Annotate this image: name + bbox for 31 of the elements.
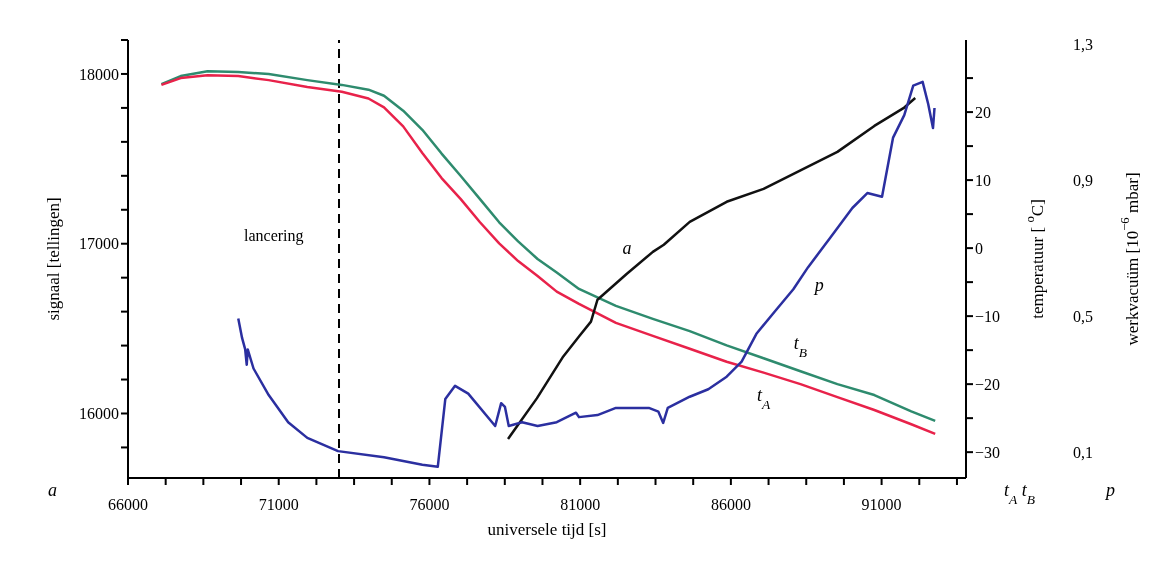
line-series <box>506 96 917 441</box>
x-tick-label: 91000 <box>861 496 902 514</box>
y3-tick-label: 0,1 <box>1073 443 1093 461</box>
x-tick-label: 66000 <box>108 496 148 514</box>
y2-tick-label: 0 <box>975 239 983 257</box>
text: p <box>1104 480 1115 500</box>
text: t$_{A}$ t$_{B}$ <box>1004 480 1036 507</box>
x-tick-label: 71000 <box>258 496 299 514</box>
line-series <box>237 80 936 469</box>
y2-tick-label: 20 <box>975 103 991 121</box>
y2-tick-label: −10 <box>975 307 1001 325</box>
series-label: t$_{A}$ <box>756 384 771 412</box>
x-tick-label: 76000 <box>409 496 450 514</box>
series-label: a <box>622 237 632 258</box>
x-tick-label: 81000 <box>560 496 601 514</box>
y-tick-label: 17000 <box>79 235 119 253</box>
y3-tick-label: 0,9 <box>1073 171 1093 189</box>
y2-tick-label: −20 <box>975 375 1001 393</box>
y3-tick-label: 0,5 <box>1073 307 1093 325</box>
text: a <box>48 480 57 500</box>
ref-line-label: lancering <box>244 227 304 246</box>
x-tick-label: 86000 <box>710 496 751 514</box>
series-label: t$_{B}$ <box>793 333 808 360</box>
series-label: p <box>812 275 824 296</box>
y-tick-label: 18000 <box>79 65 119 83</box>
y-tick-label: 16000 <box>79 405 119 423</box>
x-axis-title: universele tijd [s] <box>487 520 607 539</box>
y3-tick-label: 1,3 <box>1073 35 1093 53</box>
y2-tick-label: 10 <box>975 171 991 189</box>
y-axis-title: signaal [tellingen] <box>43 197 63 321</box>
y2-tick-label: −30 <box>975 443 1001 461</box>
